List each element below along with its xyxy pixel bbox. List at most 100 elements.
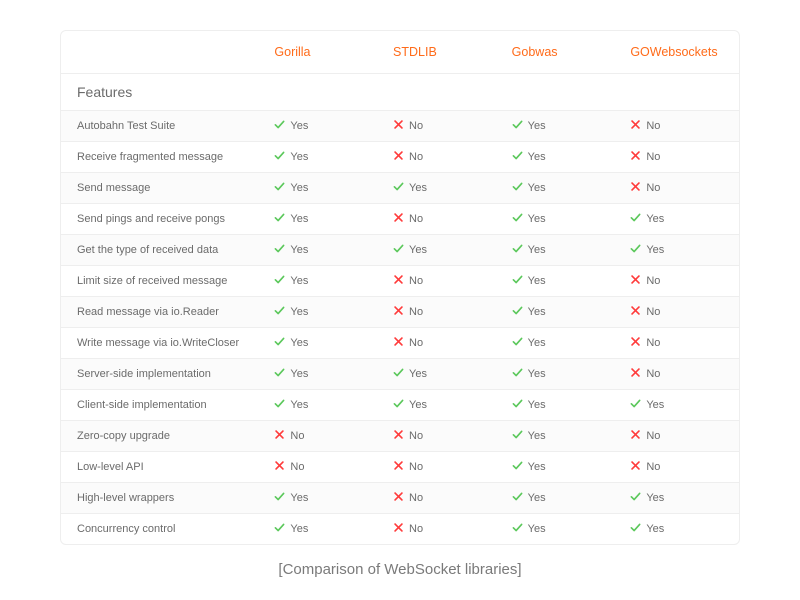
yes-value: Yes (512, 243, 546, 257)
feature-label: Send pings and receive pongs (61, 204, 264, 235)
yn-label: Yes (290, 275, 308, 287)
table-row: Read message via io.ReaderYesNoYesNo (61, 297, 739, 328)
check-icon (512, 119, 523, 133)
check-icon (274, 119, 285, 133)
cross-icon (630, 460, 641, 474)
check-icon (274, 212, 285, 226)
yn-label: No (409, 492, 423, 504)
yes-value: Yes (512, 274, 546, 288)
yn-label: Yes (290, 399, 308, 411)
cross-icon (393, 119, 404, 133)
yn-label: Yes (528, 120, 546, 132)
no-value: No (630, 305, 660, 319)
cross-icon (274, 429, 285, 443)
cross-icon (393, 336, 404, 350)
col-header-gobwas: Gobwas (502, 31, 621, 74)
yn-label: No (646, 120, 660, 132)
feature-cell: Yes (383, 390, 502, 421)
yes-value: Yes (512, 367, 546, 381)
cross-icon (393, 150, 404, 164)
table-row: Send messageYesYesYesNo (61, 173, 739, 204)
yes-value: Yes (274, 181, 308, 195)
cross-icon (393, 522, 404, 536)
table-row: Receive fragmented messageYesNoYesNo (61, 142, 739, 173)
feature-label: Write message via io.WriteCloser (61, 328, 264, 359)
yn-label: No (409, 213, 423, 225)
check-icon (630, 398, 641, 412)
yn-label: No (409, 461, 423, 473)
table-row: High-level wrappersYesNoYesYes (61, 483, 739, 514)
cross-icon (393, 305, 404, 319)
yn-label: No (646, 368, 660, 380)
cross-icon (630, 150, 641, 164)
feature-cell: Yes (383, 235, 502, 266)
feature-cell: No (620, 452, 739, 483)
check-icon (630, 212, 641, 226)
feature-label: Zero-copy upgrade (61, 421, 264, 452)
yn-label: No (409, 337, 423, 349)
feature-cell: Yes (502, 452, 621, 483)
yn-label: Yes (646, 244, 664, 256)
yn-label: Yes (290, 337, 308, 349)
feature-cell: No (620, 142, 739, 173)
yn-label: Yes (409, 368, 427, 380)
feature-cell: Yes (264, 204, 383, 235)
cross-icon (393, 429, 404, 443)
check-icon (393, 367, 404, 381)
yn-label: No (409, 151, 423, 163)
feature-cell: Yes (264, 328, 383, 359)
cross-icon (630, 336, 641, 350)
feature-cell: No (383, 483, 502, 514)
col-header-gorilla: Gorilla (264, 31, 383, 74)
no-value: No (630, 460, 660, 474)
check-icon (512, 305, 523, 319)
feature-cell: No (264, 421, 383, 452)
comparison-table-container: Gorilla STDLIB Gobwas GOWebsockets Featu… (60, 30, 740, 545)
feature-cell: Yes (264, 111, 383, 142)
feature-cell: Yes (264, 235, 383, 266)
no-value: No (630, 181, 660, 195)
feature-cell: Yes (264, 142, 383, 173)
yes-value: Yes (512, 181, 546, 195)
table-row: Limit size of received messageYesNoYesNo (61, 266, 739, 297)
feature-cell: No (383, 142, 502, 173)
feature-cell: No (620, 421, 739, 452)
table-row: Write message via io.WriteCloser Yes No Yes… (61, 328, 739, 359)
yn-label: No (646, 275, 660, 287)
yn-label: Yes (290, 120, 308, 132)
yes-value: Yes (393, 367, 427, 381)
feature-label: Autobahn Test Suite (61, 111, 264, 142)
yn-label: Yes (528, 306, 546, 318)
yn-label: Yes (528, 244, 546, 256)
table-row: Low-level APINoNoYesNo (61, 452, 739, 483)
feature-cell: Yes (264, 359, 383, 390)
feature-cell: No (383, 204, 502, 235)
no-value: No (393, 305, 423, 319)
feature-cell: Yes (502, 328, 621, 359)
check-icon (274, 336, 285, 350)
yes-value: Yes (274, 398, 308, 412)
yes-value: Yes (393, 398, 427, 412)
yes-value: Yes (512, 460, 546, 474)
yn-label: Yes (528, 151, 546, 163)
yn-label: Yes (528, 275, 546, 287)
check-icon (274, 367, 285, 381)
feature-cell: Yes (502, 297, 621, 328)
yn-label: No (646, 182, 660, 194)
check-icon (274, 305, 285, 319)
feature-label: Client-side implementation (61, 390, 264, 421)
check-icon (274, 150, 285, 164)
feature-label: Server-side implementation (61, 359, 264, 390)
table-row: Server-side implementationYesYesYesNo (61, 359, 739, 390)
feature-cell: Yes (620, 235, 739, 266)
feature-label: Limit size of received message (61, 266, 264, 297)
feature-cell: No (264, 452, 383, 483)
feature-cell: Yes (502, 266, 621, 297)
no-value: No (393, 522, 423, 536)
yes-value: Yes (274, 522, 308, 536)
feature-cell: Yes (264, 390, 383, 421)
yn-label: No (290, 430, 304, 442)
yn-label: Yes (290, 492, 308, 504)
table-row: Get the type of received dataYesYesYesYe… (61, 235, 739, 266)
cross-icon (630, 181, 641, 195)
